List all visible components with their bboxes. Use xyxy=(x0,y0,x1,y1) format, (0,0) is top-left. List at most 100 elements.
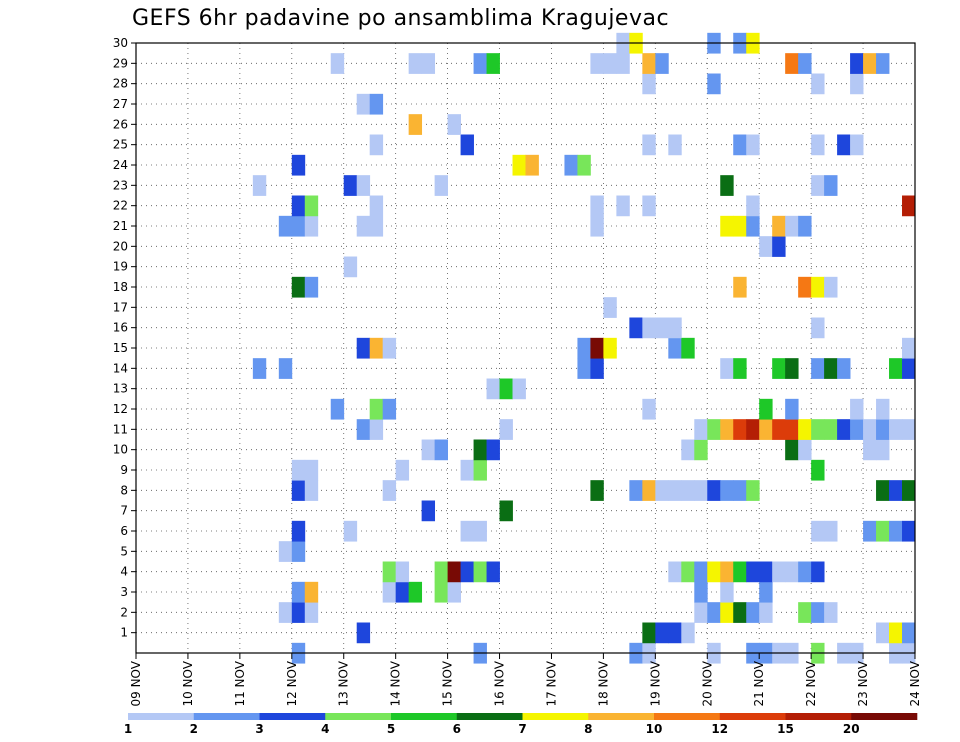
heatmap-cell xyxy=(252,358,267,379)
heatmap-cell xyxy=(902,195,916,217)
y-tick-label: 28 xyxy=(113,77,128,91)
heatmap-cell xyxy=(863,439,877,461)
heatmap-cell xyxy=(642,195,656,217)
heatmap-cell xyxy=(694,439,708,461)
heatmap-cell xyxy=(837,419,851,440)
colorbar-label: 3 xyxy=(255,722,263,736)
heatmap-cell xyxy=(252,175,267,196)
heatmap-cell xyxy=(733,276,747,298)
x-tick-label: 18 NOV xyxy=(596,660,610,706)
heatmap-cell xyxy=(759,419,773,440)
heatmap-cell xyxy=(655,622,669,644)
heatmap-cell xyxy=(811,459,825,481)
colorbar-label: 1 xyxy=(124,722,132,736)
heatmap-cell xyxy=(772,561,786,583)
heatmap-cell xyxy=(460,459,474,481)
heatmap-cell xyxy=(382,581,397,603)
heatmap-cell xyxy=(343,520,358,542)
colorbar-label: 7 xyxy=(518,722,526,736)
heatmap-cell xyxy=(382,561,397,583)
heatmap-cell xyxy=(824,602,838,623)
heatmap-cell xyxy=(681,622,695,644)
y-tick-label: 18 xyxy=(113,280,128,294)
heatmap-cell xyxy=(811,276,825,298)
heatmap-cell xyxy=(642,398,656,420)
heatmap-cell xyxy=(772,215,786,237)
heatmap-cell xyxy=(707,480,721,501)
heatmap-cell xyxy=(733,561,747,583)
y-tick-label: 29 xyxy=(113,56,128,70)
heatmap-cell xyxy=(642,317,656,339)
colorbar-label: 8 xyxy=(584,722,592,736)
heatmap-cell xyxy=(837,358,851,379)
heatmap-cell xyxy=(720,419,734,440)
heatmap-cell xyxy=(720,175,734,196)
heatmap-cell xyxy=(785,439,799,461)
heatmap-cell xyxy=(512,378,526,400)
heatmap-cell xyxy=(395,581,410,603)
y-tick-label: 3 xyxy=(120,585,128,599)
heatmap-cell xyxy=(369,215,384,237)
heatmap-cell xyxy=(668,134,682,156)
y-tick-label: 20 xyxy=(113,239,128,253)
heatmap-cell xyxy=(668,337,682,359)
heatmap-cell xyxy=(876,520,890,542)
heatmap-cell xyxy=(356,175,371,196)
heatmap-cell xyxy=(811,73,825,95)
heatmap-cell xyxy=(304,459,319,481)
colorbar-label: 10 xyxy=(646,722,663,736)
colorbar-label: 6 xyxy=(453,722,461,736)
heatmap-cell xyxy=(759,561,773,583)
heatmap-cell xyxy=(694,480,708,501)
heatmap-cell xyxy=(876,53,890,74)
heatmap-cell xyxy=(291,276,306,298)
heatmap-cell xyxy=(291,459,306,481)
heatmap-cell xyxy=(876,439,890,461)
heatmap-cell xyxy=(707,419,721,440)
heatmap-cell xyxy=(733,358,747,379)
heatmap-cell xyxy=(291,195,306,217)
x-tick-label: 10 NOV xyxy=(181,660,195,706)
heatmap-cell xyxy=(798,439,812,461)
heatmap-cell xyxy=(655,53,669,74)
heatmap-cell xyxy=(382,480,397,501)
heatmap-cell xyxy=(304,480,319,501)
heatmap-cell xyxy=(421,53,436,74)
heatmap-cell xyxy=(772,419,786,440)
colorbar-label: 5 xyxy=(387,722,395,736)
heatmap-cell xyxy=(720,480,734,501)
heatmap-cell xyxy=(369,93,384,115)
heatmap-cell xyxy=(876,622,890,644)
heatmap-cell xyxy=(486,561,500,583)
x-tick-label: 14 NOV xyxy=(389,660,403,706)
heatmap-cell xyxy=(421,439,436,461)
heatmap-cell xyxy=(668,561,682,583)
heatmap-cell xyxy=(720,602,734,623)
y-axis: 1234567891011121314151617181920212223242… xyxy=(113,36,136,640)
heatmap-cell xyxy=(746,134,760,156)
heatmap-cell xyxy=(902,419,916,440)
heatmap-cell xyxy=(850,134,864,156)
heatmap-cell xyxy=(629,480,643,501)
heatmap-cell xyxy=(759,602,773,623)
heatmap-cell xyxy=(356,419,371,440)
heatmap-cell xyxy=(720,581,734,603)
heatmap-cell xyxy=(811,175,825,196)
heatmap-cell xyxy=(408,114,423,135)
heatmap-cell xyxy=(291,154,306,176)
y-tick-label: 21 xyxy=(113,219,128,233)
heatmap-cell xyxy=(304,581,319,603)
heatmap-cell xyxy=(447,561,461,583)
heatmap-cell xyxy=(681,337,695,359)
y-tick-label: 1 xyxy=(120,626,128,640)
heatmap-cell xyxy=(408,581,423,603)
heatmap-cell xyxy=(460,561,474,583)
colorbar-swatch xyxy=(391,713,458,720)
heatmap-cell xyxy=(850,53,864,74)
heatmap-cell xyxy=(395,459,410,481)
heatmap-cell xyxy=(577,154,591,176)
heatmap-cell xyxy=(863,53,877,74)
heatmap-cell xyxy=(694,561,708,583)
heatmap-cell xyxy=(564,154,578,176)
heatmap-cell xyxy=(603,337,617,359)
